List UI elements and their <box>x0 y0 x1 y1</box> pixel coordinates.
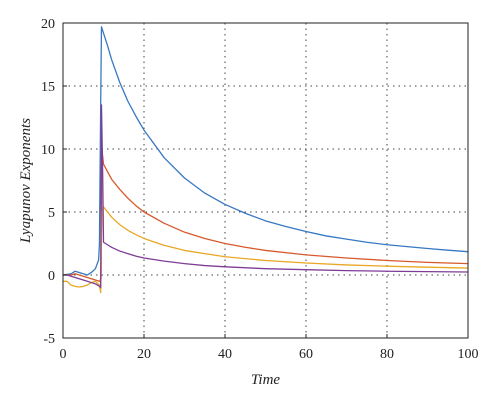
x-tick-label-3: 60 <box>299 347 313 362</box>
y-tick-label-4: 15 <box>41 80 55 95</box>
plot-frame <box>62 22 469 339</box>
y-axis-ticks: -5 0 5 10 15 20 <box>41 17 67 347</box>
y-tick-label-0: -5 <box>43 332 55 347</box>
y-tick-label-3: 10 <box>41 143 55 158</box>
grid <box>63 23 468 338</box>
x-axis-ticks: 0 20 40 60 80 100 <box>60 334 479 362</box>
y-axis-label: Lyapunov Exponents <box>18 118 34 244</box>
x-tick-label-1: 20 <box>137 347 151 362</box>
x-axis-label: Time <box>251 372 281 388</box>
series-line-4 <box>63 104 469 289</box>
x-tick-label-2: 40 <box>218 347 232 362</box>
series-line-3 <box>63 206 469 294</box>
y-tick-label-2: 5 <box>48 206 55 221</box>
y-tick-label-1: 0 <box>48 269 55 284</box>
x-tick-label-5: 100 <box>458 347 479 362</box>
series-group <box>62 26 469 294</box>
x-tick-label-4: 80 <box>380 347 394 362</box>
y-tick-label-5: 20 <box>41 17 55 32</box>
series-line-2 <box>63 148 469 282</box>
series-line-1 <box>62 26 469 276</box>
x-tick-label-0: 0 <box>60 347 67 362</box>
